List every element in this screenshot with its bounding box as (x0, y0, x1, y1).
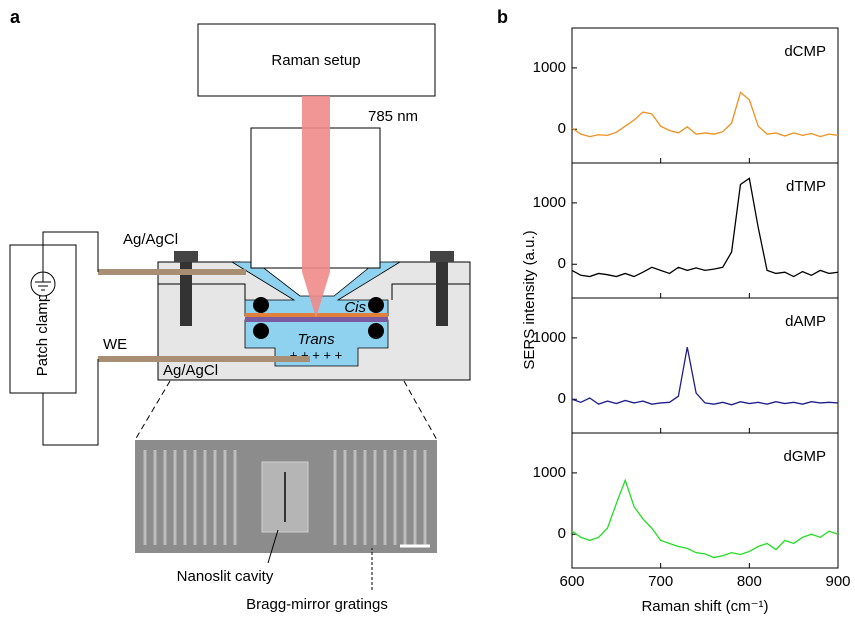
panel-label: a (10, 7, 21, 27)
chart-title: dGMP (783, 448, 826, 465)
y-tick-label: 0 (558, 390, 566, 407)
cis-label: Cis (344, 299, 366, 316)
chart-title: dCMP (784, 43, 826, 60)
wavelength-label: 785 nm (368, 108, 418, 125)
page: a b Raman setup 785 nm Cis Trans + + + +… (0, 0, 855, 618)
spectrum-line (572, 92, 838, 136)
panel-label: b (497, 7, 508, 27)
y-tick-label: 1000 (533, 59, 566, 76)
laser-beam (302, 96, 330, 318)
y-tick-label: 1000 (533, 329, 566, 346)
y-tick-label: 0 (558, 120, 566, 137)
o-ring (368, 297, 384, 313)
electrode (98, 269, 246, 275)
o-ring (368, 323, 384, 339)
gratings-label: Bragg-mirror gratings (246, 596, 388, 613)
y-tick-label: 1000 (533, 194, 566, 211)
electrode-label: Ag/AgCl (163, 362, 218, 379)
x-tick-label: 900 (825, 573, 850, 590)
o-ring (253, 297, 269, 313)
x-tick-label: 600 (559, 573, 584, 590)
x-tick-label: 700 (648, 573, 673, 590)
electrode-label: Ag/AgCl (123, 231, 178, 248)
we-label: WE (103, 336, 127, 353)
chart-title: dAMP (785, 313, 826, 330)
x-tick-label: 800 (737, 573, 762, 590)
y-tick-label: 0 (558, 255, 566, 272)
figure: a b Raman setup 785 nm Cis Trans + + + +… (0, 0, 855, 618)
patch-clamp-label: Patch clamp (34, 294, 51, 377)
screw (436, 262, 448, 326)
x-axis-label: Raman shift (cm⁻¹) (641, 598, 768, 615)
spectrum-line (572, 347, 838, 405)
membrane (245, 317, 388, 322)
chart-title: dTMP (786, 178, 826, 195)
y-tick-label: 0 (558, 525, 566, 542)
setup-label: Raman setup (271, 52, 360, 69)
y-tick-label: 1000 (533, 464, 566, 481)
zoom-line (135, 381, 437, 440)
spectrum-line (572, 480, 838, 557)
o-ring (253, 323, 269, 339)
nanoslit-label: Nanoslit cavity (177, 568, 274, 585)
screw-head (174, 251, 198, 262)
screw-head (430, 251, 454, 262)
trans-label: Trans (297, 331, 335, 348)
y-axis-label: SERS intensity (a.u.) (521, 230, 538, 369)
